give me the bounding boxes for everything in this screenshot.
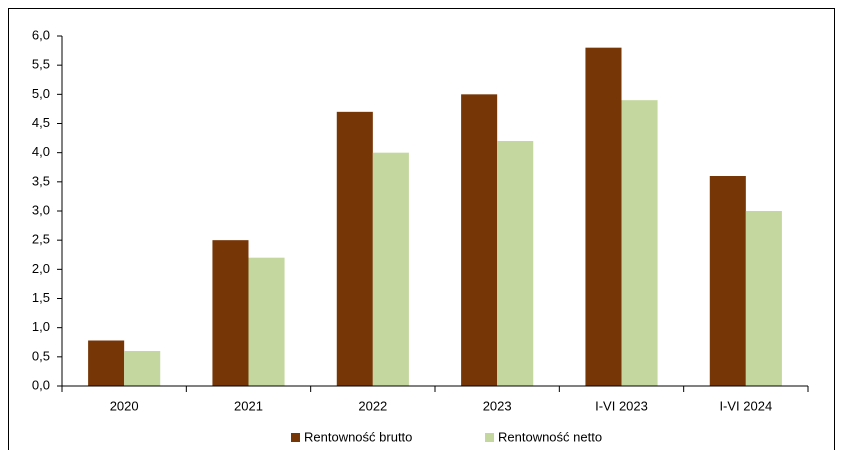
bar <box>124 351 161 386</box>
legend-swatch <box>291 433 300 442</box>
legend-label: Rentowność brutto <box>304 429 412 444</box>
bar <box>745 211 782 386</box>
y-tick-label: 2,5 <box>32 232 50 247</box>
x-tick-label: 2022 <box>358 398 387 413</box>
legend-label: Rentowność netto <box>498 429 602 444</box>
bar <box>709 176 746 386</box>
y-tick-label: 3,5 <box>32 173 50 188</box>
bar <box>336 111 373 386</box>
y-tick-label: 4,5 <box>32 115 50 130</box>
bar <box>585 47 622 387</box>
y-tick-label: 5,5 <box>32 57 50 72</box>
bar <box>212 240 249 386</box>
x-tick-label: I-VI 2024 <box>719 398 772 413</box>
bar <box>372 152 409 386</box>
y-tick-label: 5,0 <box>32 86 50 101</box>
chart-frame <box>8 8 835 450</box>
x-tick-label: 2020 <box>110 398 139 413</box>
legend-swatch <box>485 433 494 442</box>
bar <box>88 340 125 386</box>
y-tick-label: 0,5 <box>32 348 50 363</box>
y-tick-label: 6,0 <box>32 27 50 42</box>
y-tick-label: 1,5 <box>32 290 50 305</box>
y-tick-label: 0,0 <box>32 377 50 392</box>
x-tick-label: 2023 <box>483 398 512 413</box>
y-tick-label: 2,0 <box>32 261 50 276</box>
bar <box>248 257 285 386</box>
x-tick-label: I-VI 2023 <box>595 398 648 413</box>
bar <box>621 100 658 387</box>
x-tick-label: 2021 <box>234 398 263 413</box>
bar <box>497 141 534 386</box>
y-tick-label: 4,0 <box>32 144 50 159</box>
y-tick-label: 1,0 <box>32 319 50 334</box>
bar <box>461 94 498 386</box>
y-tick-label: 3,0 <box>32 202 50 217</box>
